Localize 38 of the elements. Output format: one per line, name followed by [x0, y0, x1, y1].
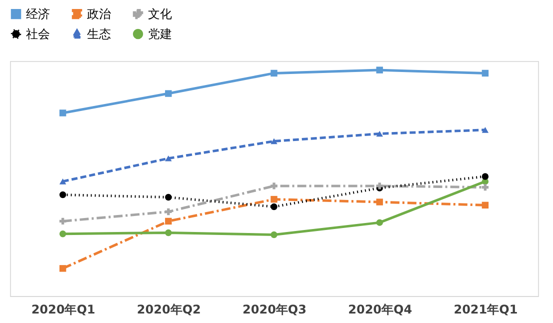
point [376, 130, 383, 137]
point [376, 66, 383, 74]
point [270, 138, 278, 144]
point [165, 155, 172, 162]
x-tick-label: 2021年Q1 [454, 302, 518, 316]
point [165, 90, 172, 97]
point [59, 265, 66, 272]
point [59, 218, 66, 225]
point [376, 198, 383, 206]
point [59, 191, 66, 198]
point [270, 196, 278, 203]
point [482, 202, 489, 209]
point [59, 230, 66, 238]
legend-label: 社会 [26, 27, 50, 41]
point [165, 194, 172, 201]
point [482, 184, 489, 191]
point [59, 178, 66, 184]
x-tick-label: 2020年Q3 [242, 302, 306, 316]
point [165, 208, 172, 216]
point [165, 229, 172, 236]
x-tick-label: 2020年Q2 [136, 302, 201, 316]
legend-label: 文化 [148, 7, 172, 22]
legend-label: 政治 [87, 7, 111, 22]
point [59, 110, 66, 116]
legend-label: 生态 [87, 27, 111, 41]
point [270, 231, 278, 238]
point [376, 219, 383, 226]
legend-label: 党建 [148, 27, 172, 41]
point [270, 182, 278, 190]
point [270, 70, 278, 77]
point [482, 70, 489, 77]
point [165, 218, 172, 225]
point [270, 203, 278, 210]
point [482, 173, 489, 180]
x-tick-label: 2020年Q4 [348, 302, 412, 316]
point [482, 127, 489, 133]
x-tick-label: 2020年Q1 [31, 302, 96, 316]
legend-label: 经济 [26, 7, 50, 22]
